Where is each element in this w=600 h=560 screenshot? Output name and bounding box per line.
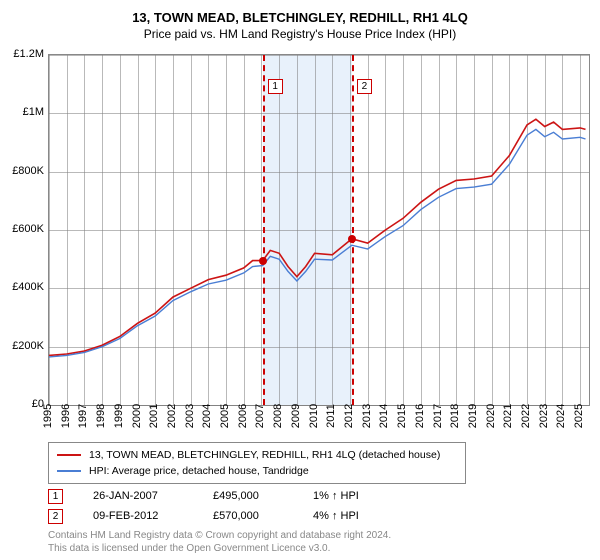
chart-title: 13, TOWN MEAD, BLETCHINGLEY, REDHILL, RH…	[0, 0, 600, 25]
footer-line: Contains HM Land Registry data © Crown c…	[48, 530, 391, 543]
x-axis-label: 2008	[272, 404, 284, 428]
series-line-hpi	[49, 129, 586, 357]
legend-text: HPI: Average price, detached house, Tand…	[89, 465, 309, 477]
legend-swatch	[57, 470, 81, 472]
x-axis-label: 2010	[308, 404, 320, 428]
marker-label-1: 1	[268, 79, 283, 94]
transaction-price: £570,000	[213, 510, 283, 522]
series-line-property	[49, 119, 586, 355]
legend-swatch	[57, 454, 81, 456]
x-axis-label: 2018	[449, 404, 461, 428]
legend-row: HPI: Average price, detached house, Tand…	[57, 463, 457, 479]
legend: 13, TOWN MEAD, BLETCHINGLEY, REDHILL, RH…	[48, 442, 466, 484]
x-axis-label: 2011	[325, 404, 337, 428]
x-axis-label: 2020	[485, 404, 497, 428]
x-axis-label: 2025	[573, 404, 585, 428]
legend-text: 13, TOWN MEAD, BLETCHINGLEY, REDHILL, RH…	[89, 449, 440, 461]
x-axis-label: 2006	[237, 404, 249, 428]
x-axis-label: 2017	[432, 404, 444, 428]
transaction-date: 26-JAN-2007	[93, 490, 183, 502]
footer-attribution: Contains HM Land Registry data © Crown c…	[48, 530, 391, 555]
y-axis-label: £400K	[12, 281, 44, 293]
x-axis-label: 2015	[396, 404, 408, 428]
x-axis-label: 2013	[361, 404, 373, 428]
transaction-row: 2 09-FEB-2012 £570,000 4% ↑ HPI	[48, 506, 359, 526]
x-axis-label: 2004	[201, 404, 213, 428]
chart-subtitle: Price paid vs. HM Land Registry's House …	[0, 25, 600, 49]
transaction-delta: 4% ↑ HPI	[313, 510, 359, 522]
x-axis-label: 2022	[520, 404, 532, 428]
y-axis-label: £1M	[23, 106, 44, 118]
transaction-table: 1 26-JAN-2007 £495,000 1% ↑ HPI 2 09-FEB…	[48, 486, 359, 526]
footer-line: This data is licensed under the Open Gov…	[48, 543, 391, 556]
transaction-dot-2	[348, 235, 356, 243]
x-axis-label: 1997	[77, 404, 89, 428]
transaction-price: £495,000	[213, 490, 283, 502]
x-axis-label: 2000	[131, 404, 143, 428]
x-axis-label: 2016	[414, 404, 426, 428]
x-axis-label: 1999	[113, 404, 125, 428]
x-axis-label: 2009	[290, 404, 302, 428]
y-axis-label: £200K	[12, 340, 44, 352]
transaction-row: 1 26-JAN-2007 £495,000 1% ↑ HPI	[48, 486, 359, 506]
x-axis-label: 2003	[184, 404, 196, 428]
transaction-id-box: 1	[48, 489, 63, 504]
x-axis-label: 2012	[343, 404, 355, 428]
y-axis-label: £600K	[12, 223, 44, 235]
x-axis-label: 2001	[148, 404, 160, 428]
transaction-delta: 1% ↑ HPI	[313, 490, 359, 502]
legend-row: 13, TOWN MEAD, BLETCHINGLEY, REDHILL, RH…	[57, 447, 457, 463]
y-axis-label: £800K	[12, 165, 44, 177]
x-axis-label: 2021	[502, 404, 514, 428]
chart-plot-area: 1 2	[48, 54, 590, 406]
transaction-date: 09-FEB-2012	[93, 510, 183, 522]
x-axis-label: 1996	[60, 404, 72, 428]
x-axis-label: 1995	[42, 404, 54, 428]
x-axis-label: 2014	[378, 404, 390, 428]
x-axis-label: 2005	[219, 404, 231, 428]
x-axis-label: 2019	[467, 404, 479, 428]
x-axis-label: 2007	[254, 404, 266, 428]
x-axis-label: 2024	[555, 404, 567, 428]
transaction-id-box: 2	[48, 509, 63, 524]
x-axis-label: 1998	[95, 404, 107, 428]
x-axis-label: 2023	[538, 404, 550, 428]
marker-label-2: 2	[357, 79, 372, 94]
x-axis-label: 2002	[166, 404, 178, 428]
y-axis-label: £1.2M	[13, 48, 44, 60]
transaction-dot-1	[259, 257, 267, 265]
